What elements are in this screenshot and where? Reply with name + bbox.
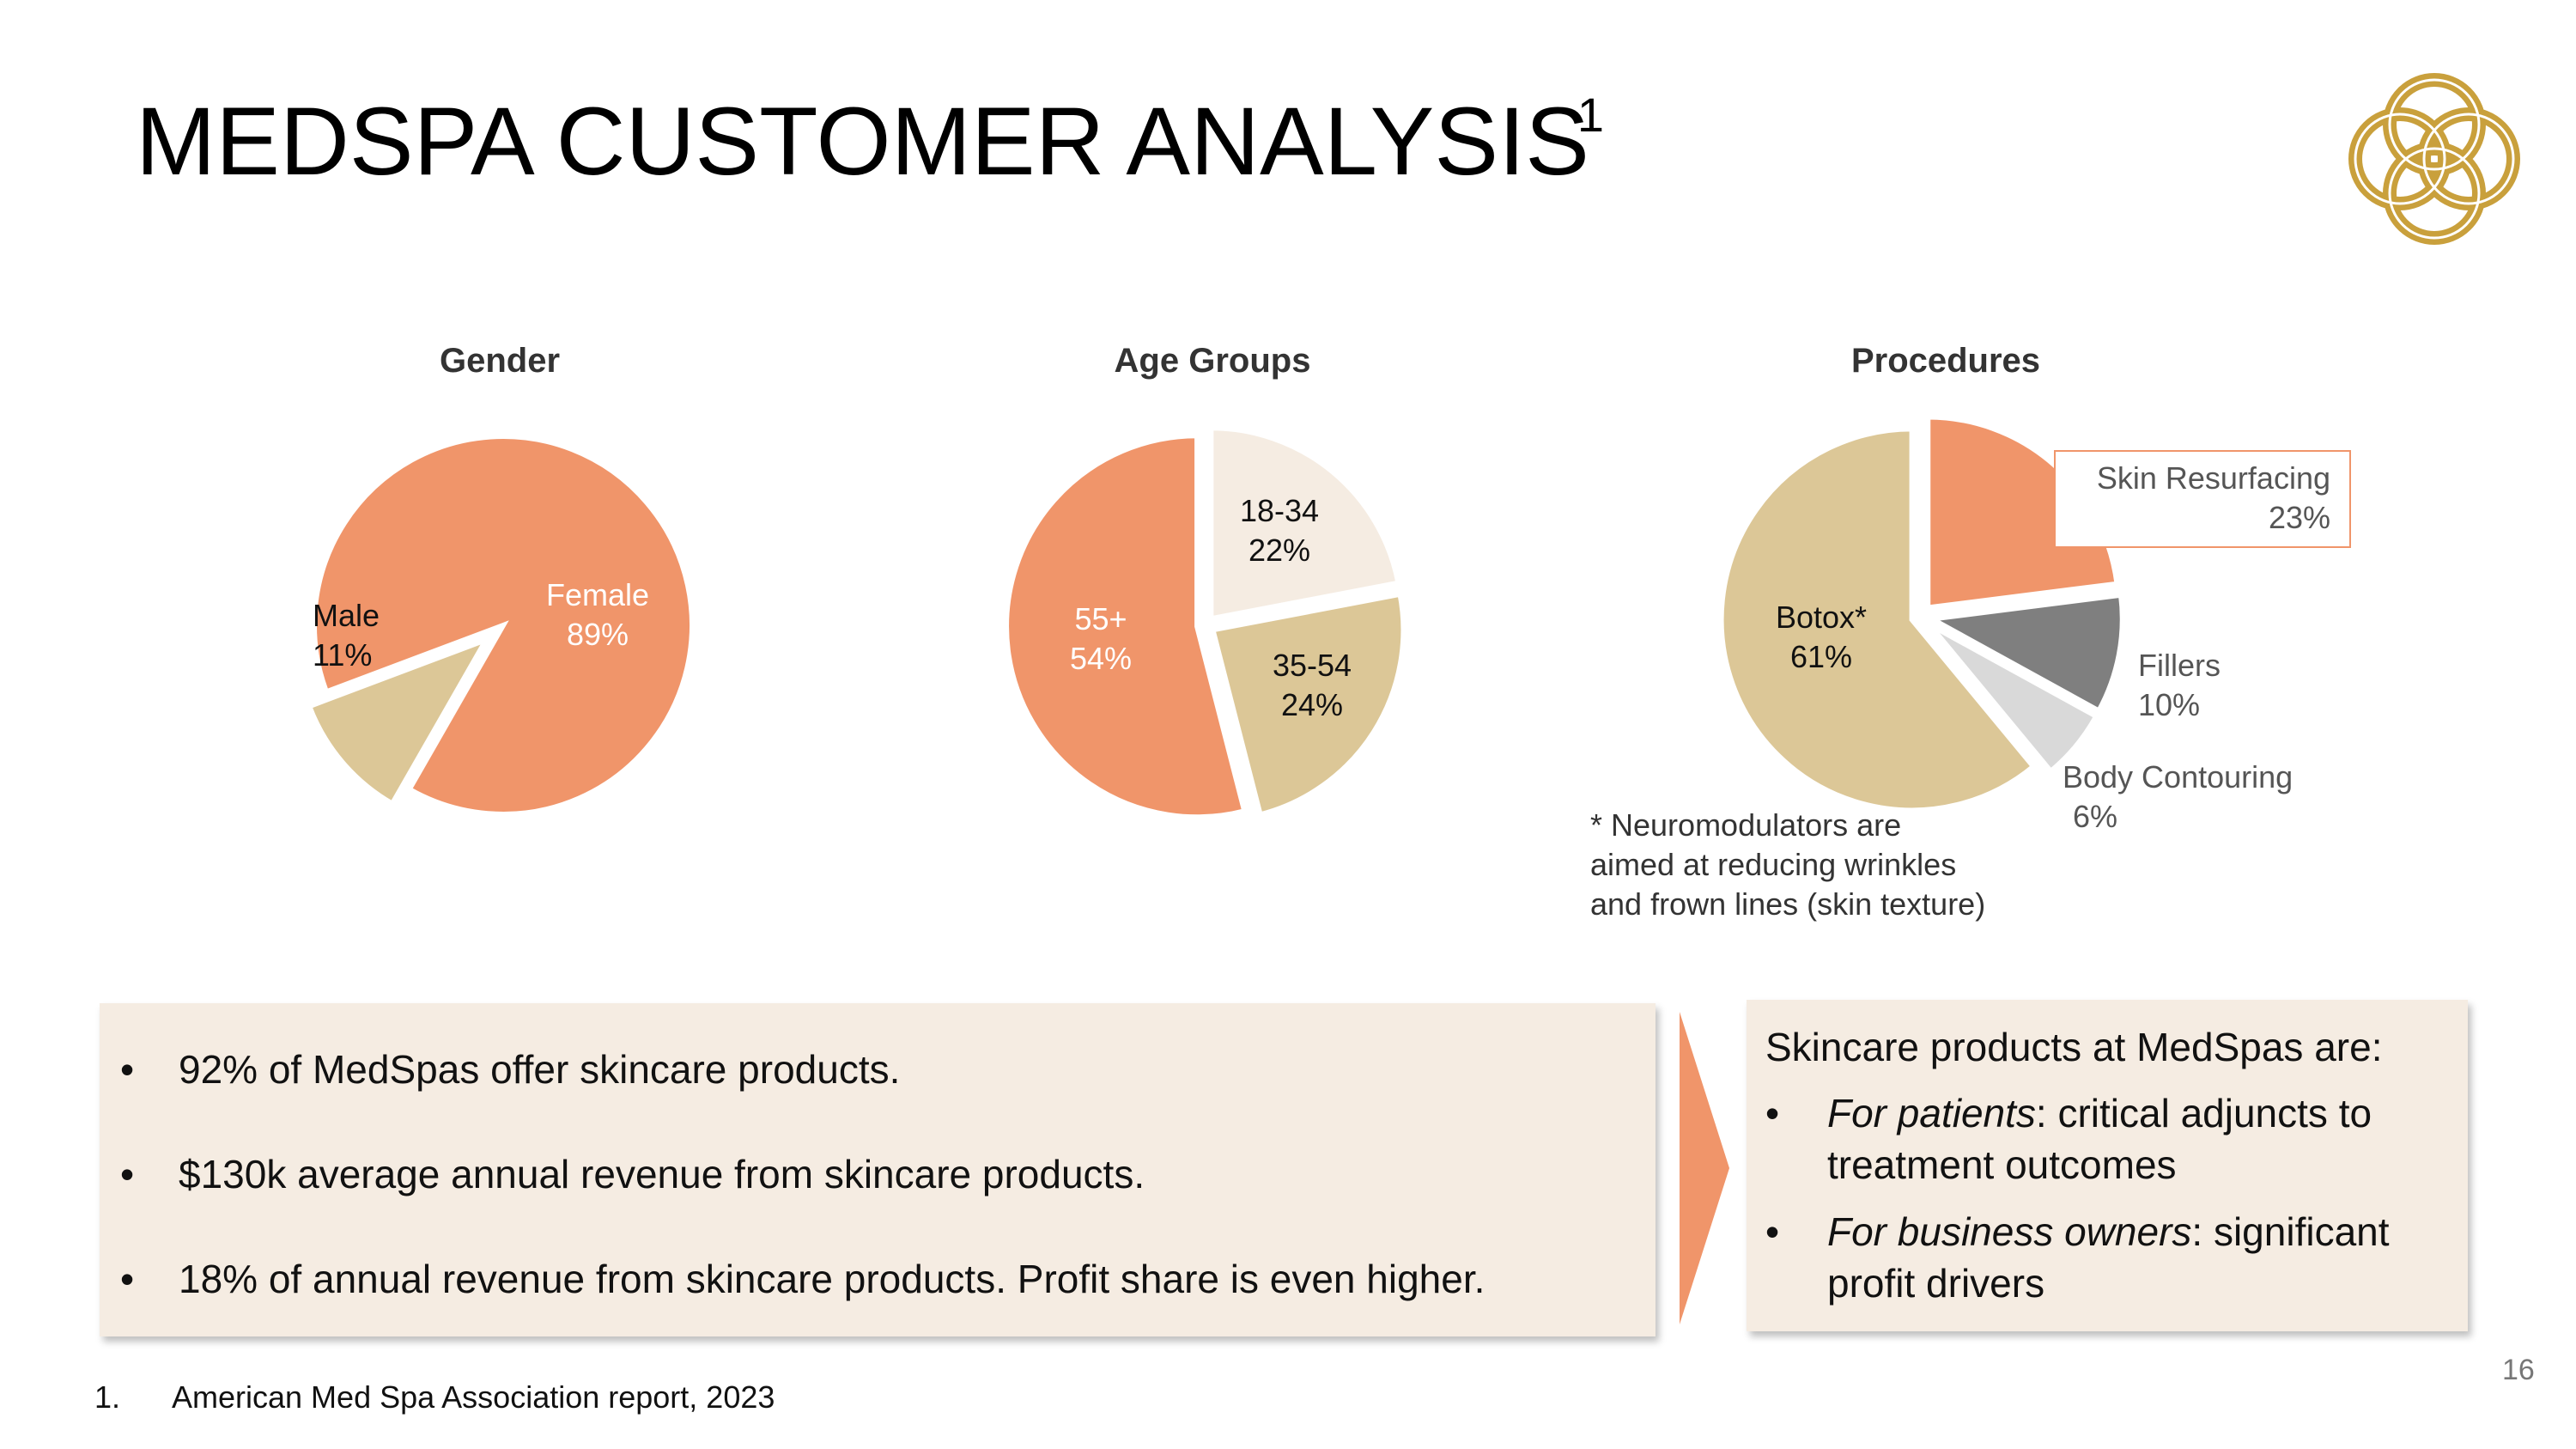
label-skin-resurfacing: Skin Resurfacing 23% bbox=[2078, 459, 2330, 538]
label-age-55-plus-name: 55+ bbox=[1074, 601, 1127, 636]
stats-panel: • 92% of MedSpas offer skincare products… bbox=[100, 1003, 1656, 1336]
conclusion-lead-1: For patients bbox=[1827, 1091, 2036, 1135]
label-male-value: 11% bbox=[313, 637, 373, 673]
label-fillers-name: Fillers bbox=[2138, 648, 2221, 683]
page-number: 16 bbox=[2502, 1354, 2535, 1386]
gold-knot-logo-icon bbox=[2348, 73, 2520, 245]
pie-slice-procedures-botox bbox=[1718, 426, 2038, 813]
label-age-35-54-name: 35-54 bbox=[1273, 648, 1352, 683]
bullet-dot: • bbox=[1765, 1091, 1780, 1135]
chart-title-procedures: Procedures bbox=[1850, 342, 2041, 380]
label-body-contouring-name: Body Contouring bbox=[2063, 759, 2293, 795]
label-body-contouring: Body Contouring 6% bbox=[2063, 758, 2293, 837]
label-age-18-34-value: 22% bbox=[1249, 533, 1311, 568]
label-female-name: Female bbox=[546, 577, 650, 612]
pie-slice-procedures-fillers bbox=[1923, 592, 2125, 715]
label-botox: Botox* 61% bbox=[1776, 598, 1867, 677]
label-age-55-plus: 55+ 54% bbox=[1070, 600, 1132, 679]
source-footnote: 1. American Med Spa Association report, 2… bbox=[94, 1379, 775, 1416]
bullet-dot: • bbox=[120, 1047, 135, 1092]
label-male-name: Male bbox=[313, 598, 380, 633]
procedures-annotation: * Neuromodulators are aimed at reducing … bbox=[1590, 806, 1985, 924]
conclusion-rest-1: : critical adjuncts to treatment outcome… bbox=[1827, 1091, 2372, 1187]
title-footnote-marker: 1 bbox=[1577, 88, 1605, 142]
pie-slice-procedures-body-contouring bbox=[1927, 622, 2100, 776]
label-botox-value: 61% bbox=[1790, 639, 1853, 674]
label-skin-resurfacing-value: 23% bbox=[2268, 500, 2330, 535]
label-age-18-34-name: 18-34 bbox=[1240, 493, 1320, 528]
label-female-value: 89% bbox=[566, 617, 629, 652]
label-age-55-plus-value: 54% bbox=[1070, 641, 1133, 676]
annotation-line-3: and frown lines (skin texture) bbox=[1590, 886, 1986, 922]
label-age-35-54-value: 24% bbox=[1281, 687, 1344, 722]
bullet-dot: • bbox=[1765, 1209, 1780, 1254]
label-botox-name: Botox* bbox=[1776, 600, 1868, 635]
skin-resurfacing-label-box bbox=[2054, 450, 2351, 548]
page-title-text: MEDSPA CUSTOMER ANALYSIS bbox=[136, 88, 1589, 195]
label-skin-resurfacing-name: Skin Resurfacing bbox=[2096, 460, 2330, 496]
conclusion-rest-2: : significant profit drivers bbox=[1827, 1209, 2390, 1306]
footnote-number: 1. bbox=[94, 1379, 121, 1415]
conclusion-heading: Skincare products at MedSpas are: bbox=[1765, 1025, 2383, 1069]
label-age-18-34: 18-34 22% bbox=[1240, 491, 1319, 570]
bullet-dot: • bbox=[120, 1257, 135, 1301]
chevron-right-icon bbox=[1680, 1012, 1729, 1324]
label-male: Male 11% bbox=[313, 596, 380, 675]
chart-title-age-groups: Age Groups bbox=[1114, 342, 1311, 380]
footnote-text: American Med Spa Association report, 202… bbox=[172, 1379, 775, 1415]
bullet-dot: • bbox=[120, 1152, 135, 1196]
page-title: MEDSPA CUSTOMER ANALYSIS1 bbox=[136, 86, 1616, 197]
conclusion-panel: Skincare products at MedSpas are: • For … bbox=[1747, 1000, 2468, 1331]
label-fillers: Fillers 10% bbox=[2138, 646, 2221, 725]
label-body-contouring-value: 6% bbox=[2073, 799, 2118, 834]
annotation-line-1: * Neuromodulators are bbox=[1590, 807, 1902, 843]
conclusion-lead-2: For business owners bbox=[1827, 1209, 2192, 1254]
annotation-line-2: aimed at reducing wrinkles bbox=[1590, 847, 1957, 882]
conclusion-text-2: For business owners: significant profit … bbox=[1827, 1206, 2463, 1309]
stat-text-2: $130k average annual revenue from skinca… bbox=[179, 1152, 1145, 1196]
conclusion-text-1: For patients: critical adjuncts to treat… bbox=[1827, 1087, 2463, 1190]
label-female: Female 89% bbox=[546, 575, 649, 654]
label-age-35-54: 35-54 24% bbox=[1273, 646, 1352, 725]
label-fillers-value: 10% bbox=[2138, 687, 2201, 722]
stat-text-1: 92% of MedSpas offer skincare products. bbox=[179, 1047, 901, 1092]
stat-text-3: 18% of annual revenue from skincare prod… bbox=[179, 1257, 1485, 1301]
chart-title-gender: Gender bbox=[439, 342, 561, 380]
